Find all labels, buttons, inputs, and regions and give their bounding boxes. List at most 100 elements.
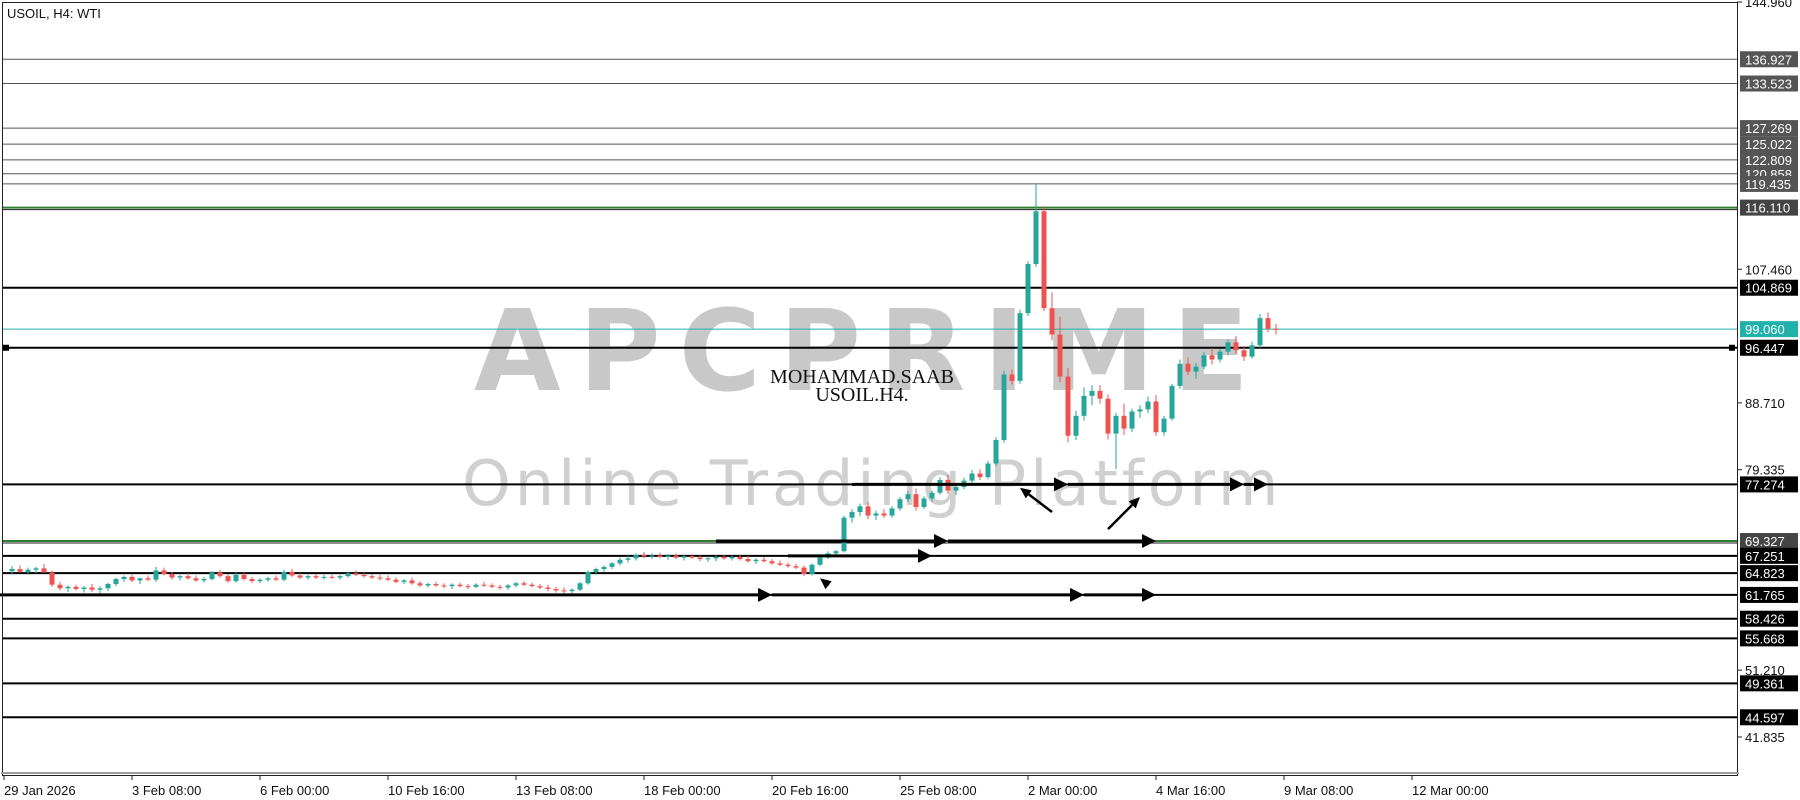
candle-body: [897, 499, 903, 509]
candle: [273, 575, 279, 582]
price-badge-label: 125.022: [1745, 137, 1792, 152]
candle: [137, 577, 143, 584]
candle-body: [705, 558, 711, 560]
candle-body: [593, 569, 599, 572]
candle: [89, 583, 95, 592]
candle: [913, 488, 919, 511]
candle: [569, 588, 575, 594]
price-badge-label: 122.809: [1745, 153, 1792, 168]
candle-body: [553, 588, 559, 591]
candle: [41, 564, 47, 573]
price-badge-label: 119.435: [1745, 177, 1791, 192]
candle-body: [1057, 334, 1063, 377]
candle-body: [985, 463, 991, 478]
candle: [1161, 415, 1167, 436]
candle: [529, 582, 535, 588]
candle-body: [457, 584, 463, 587]
candle: [489, 583, 495, 589]
candle: [1105, 394, 1111, 440]
candle-body: [913, 494, 919, 508]
candle: [705, 556, 711, 562]
candle: [353, 570, 359, 577]
candle-body: [561, 590, 567, 592]
scrollbar[interactable]: [1, 772, 1739, 774]
candle-body: [529, 584, 535, 587]
candle-body: [409, 580, 415, 584]
candle-body: [505, 585, 511, 588]
candle: [385, 575, 391, 582]
candle: [361, 572, 367, 578]
y-tick-label: 79.335: [1745, 463, 1785, 478]
candle: [745, 556, 751, 563]
candle: [73, 584, 79, 591]
candle: [209, 571, 215, 581]
candle: [1025, 261, 1031, 317]
candle-body: [1145, 401, 1151, 410]
candle: [513, 581, 519, 588]
candle-body: [193, 578, 199, 581]
candle: [1017, 309, 1023, 384]
candle: [753, 558, 759, 565]
candle: [305, 574, 311, 580]
candle: [449, 583, 455, 589]
candle: [689, 554, 695, 560]
candle-body: [1033, 211, 1039, 264]
candle-body: [337, 576, 343, 578]
price-badge: [1740, 586, 1798, 603]
price-badge-label: 136.927: [1745, 52, 1792, 67]
candle: [777, 560, 783, 567]
candle: [257, 578, 263, 584]
candle: [977, 469, 983, 480]
arrow-head: [918, 548, 932, 563]
candle: [217, 569, 223, 578]
diagonal-arrow-head: [1020, 487, 1032, 499]
candle: [1137, 405, 1143, 418]
price-badge-label: 58.426: [1745, 612, 1785, 627]
candle: [81, 586, 87, 593]
price-badge: [1740, 709, 1798, 726]
candle: [433, 581, 439, 587]
candle: [1265, 312, 1271, 333]
candle: [561, 587, 567, 594]
price-badge-label: 127.269: [1745, 121, 1792, 136]
candle-body: [601, 566, 607, 570]
candle-body: [49, 572, 55, 585]
candle-body: [265, 578, 271, 580]
candle: [129, 574, 135, 582]
x-tick-label: 2 Mar 00:00: [1028, 783, 1097, 798]
candle-body: [689, 556, 695, 558]
candle: [793, 564, 799, 570]
candle: [465, 583, 471, 589]
candle-body: [305, 576, 311, 578]
candle: [313, 574, 319, 580]
candle-body: [697, 557, 703, 560]
candle-body: [569, 589, 575, 592]
candle: [641, 551, 647, 559]
price-badge: [1740, 151, 1798, 168]
diagonal-arrow-shaft: [1107, 503, 1134, 530]
candle: [1033, 184, 1039, 267]
arrow-head: [1142, 534, 1156, 549]
candle: [473, 583, 479, 589]
candle: [265, 576, 271, 582]
candle: [1065, 368, 1071, 443]
arrow-head: [934, 534, 948, 549]
candle: [25, 567, 31, 575]
candle: [993, 437, 999, 467]
candle-body: [177, 576, 183, 578]
candle-body: [105, 583, 111, 589]
candle-body: [729, 556, 735, 559]
candle: [1249, 341, 1255, 359]
candle-body: [833, 551, 839, 554]
candle-body: [497, 586, 503, 588]
y-tick-label: 107.460: [1745, 262, 1792, 277]
candle-body: [609, 563, 615, 567]
candle: [1097, 385, 1103, 404]
candle: [521, 581, 527, 587]
arrow-head: [1230, 477, 1244, 492]
candle-body: [881, 513, 887, 516]
candle: [985, 460, 991, 480]
candle: [1233, 335, 1239, 354]
candle: [1129, 408, 1135, 433]
